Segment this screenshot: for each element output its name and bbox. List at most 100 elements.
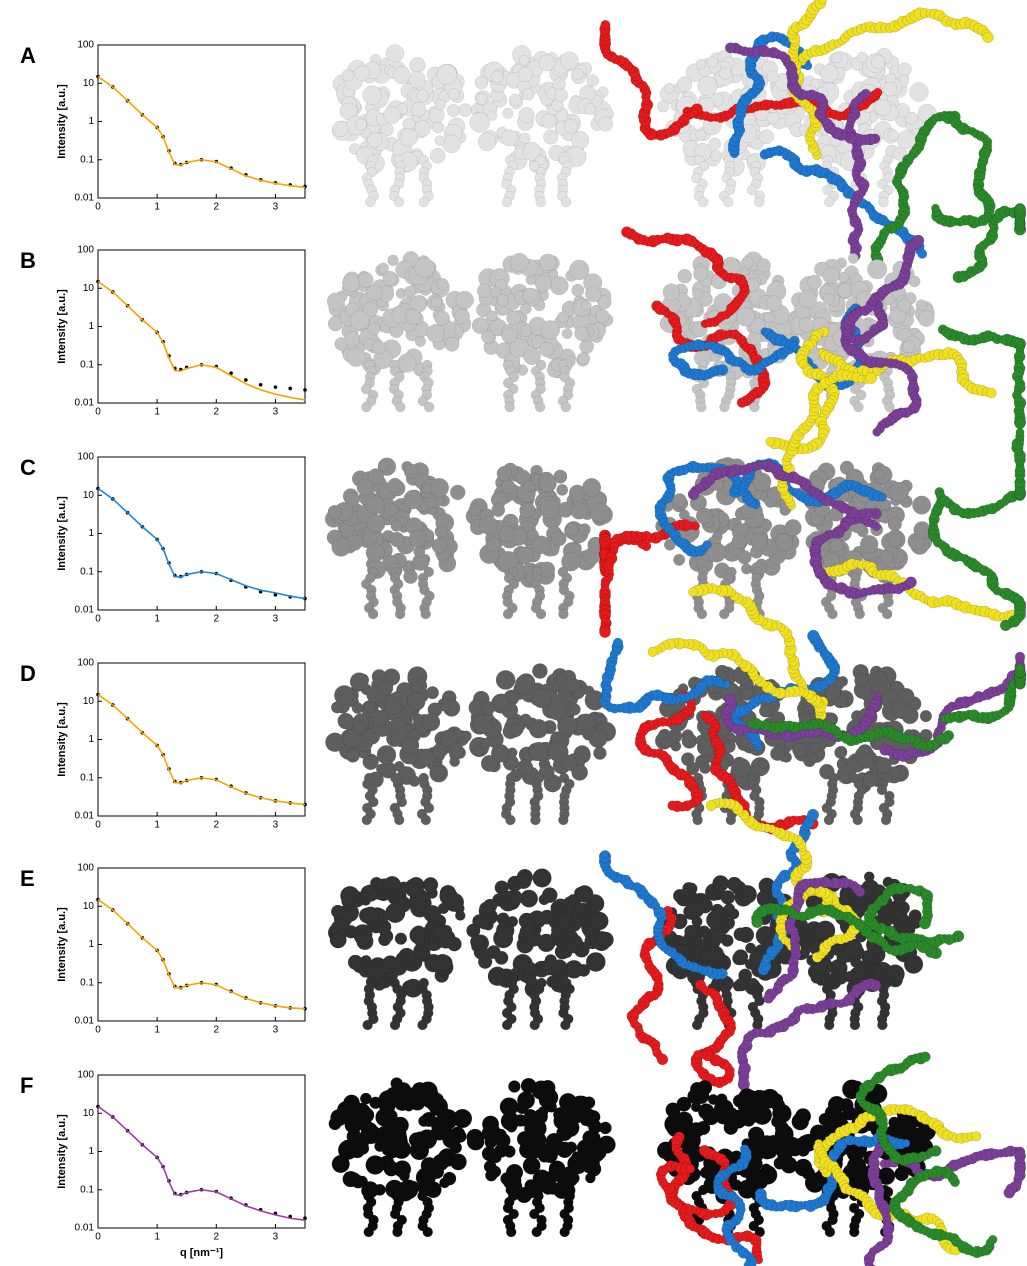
atom — [673, 553, 686, 566]
atom — [810, 926, 825, 941]
y-tick-label: 10 — [83, 696, 95, 707]
atom — [519, 132, 531, 145]
chain-atom — [765, 437, 775, 447]
chain-atom — [982, 31, 994, 44]
atom — [403, 569, 418, 584]
atom — [478, 918, 490, 930]
atom — [752, 472, 772, 492]
atom — [485, 536, 502, 553]
atom — [535, 196, 546, 208]
atom — [337, 712, 355, 730]
atom — [490, 743, 510, 763]
x-tick-label: 3 — [273, 407, 279, 418]
atom — [657, 100, 670, 113]
atom — [664, 82, 676, 94]
atom — [725, 814, 737, 826]
atom — [567, 678, 582, 693]
chain-atom — [931, 203, 940, 213]
atom — [390, 520, 403, 532]
atom — [571, 283, 585, 297]
atom — [498, 525, 515, 543]
atom — [365, 495, 385, 515]
atom — [692, 288, 704, 300]
atom — [902, 340, 916, 353]
atom — [522, 141, 542, 161]
atom — [590, 502, 611, 523]
x-tick-label: 1 — [154, 1025, 160, 1036]
atom — [555, 674, 567, 686]
atom — [901, 706, 919, 725]
atom — [387, 477, 403, 494]
atom — [360, 383, 372, 395]
atom — [479, 515, 498, 535]
y-tick-label: 0.01 — [75, 1016, 95, 1027]
atom — [584, 102, 596, 115]
atom — [447, 88, 460, 101]
atom — [518, 107, 535, 124]
atom — [824, 196, 835, 208]
atom — [506, 889, 523, 906]
atom — [753, 196, 765, 208]
atom — [874, 671, 888, 685]
atom — [411, 102, 426, 117]
x-tick-label: 1 — [154, 614, 160, 625]
atom — [919, 709, 933, 723]
chain-atom — [702, 540, 712, 550]
atom — [854, 673, 869, 688]
atom — [395, 401, 406, 413]
y-tick-label: 10 — [83, 78, 95, 89]
atom — [383, 106, 401, 124]
atom — [538, 893, 550, 906]
atom — [520, 889, 539, 908]
atom — [582, 478, 602, 497]
y-tick-label: 100 — [77, 452, 94, 463]
y-axis-label: Intensity [a.u.] — [56, 907, 68, 982]
data-point — [229, 371, 233, 376]
atom — [558, 814, 569, 826]
plot-frame — [97, 662, 306, 817]
x-tick-label: 2 — [214, 820, 220, 831]
atom — [529, 741, 549, 762]
atom — [874, 99, 891, 116]
atom — [523, 961, 537, 975]
atom — [693, 266, 709, 282]
atom — [567, 893, 579, 905]
atom — [878, 196, 889, 208]
atom — [849, 1019, 861, 1031]
atom — [553, 88, 568, 103]
x-tick-label: 0 — [95, 820, 101, 831]
atom — [403, 489, 423, 510]
fit-line — [97, 693, 306, 806]
y-tick-label: 0.1 — [80, 977, 94, 988]
atom — [897, 298, 912, 313]
atom — [492, 694, 510, 712]
atom — [442, 134, 461, 154]
atom — [829, 538, 844, 553]
atom — [680, 752, 695, 767]
atom — [345, 748, 360, 763]
atom — [518, 54, 530, 66]
chain-atom — [724, 693, 737, 706]
atom — [514, 674, 535, 695]
atom — [330, 932, 346, 949]
atom — [486, 310, 498, 322]
fit-line — [97, 487, 306, 600]
atom — [765, 295, 783, 312]
atom — [502, 608, 514, 620]
chain-atom — [705, 800, 717, 812]
atom — [915, 299, 927, 311]
plot-frame — [97, 44, 306, 199]
atom — [431, 743, 447, 759]
chain-atom — [1015, 663, 1025, 673]
atom — [784, 519, 802, 537]
atom — [342, 729, 362, 748]
chain-atom — [806, 808, 819, 821]
x-tick-label: 3 — [273, 614, 279, 625]
atom — [563, 119, 579, 134]
atom — [571, 911, 584, 925]
fit-line — [97, 280, 306, 401]
atom — [741, 256, 754, 269]
atom — [854, 608, 866, 620]
atom — [403, 463, 420, 480]
